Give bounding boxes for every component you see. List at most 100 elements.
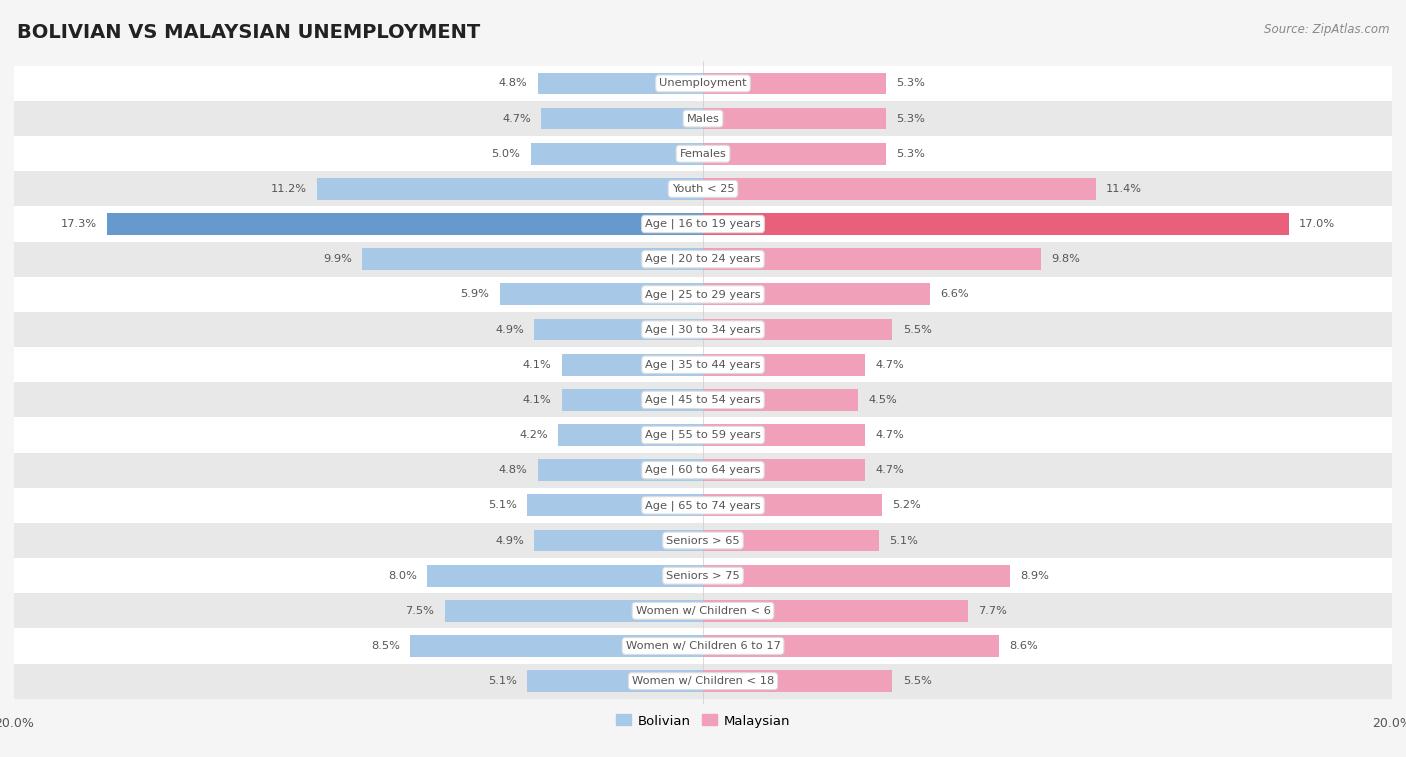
Text: 5.3%: 5.3% bbox=[896, 148, 925, 159]
Text: Youth < 25: Youth < 25 bbox=[672, 184, 734, 194]
Bar bbox=[14, 171, 1392, 207]
Bar bbox=[14, 101, 1392, 136]
Text: Age | 60 to 64 years: Age | 60 to 64 years bbox=[645, 465, 761, 475]
Bar bbox=[14, 453, 1392, 488]
Bar bbox=[703, 73, 886, 95]
Bar bbox=[14, 523, 1392, 558]
Bar bbox=[703, 319, 893, 341]
Text: 11.2%: 11.2% bbox=[271, 184, 307, 194]
Text: 4.2%: 4.2% bbox=[519, 430, 548, 440]
Text: Males: Males bbox=[686, 114, 720, 123]
Bar bbox=[534, 530, 703, 551]
Text: Age | 55 to 59 years: Age | 55 to 59 years bbox=[645, 430, 761, 441]
Text: 4.8%: 4.8% bbox=[499, 79, 527, 89]
Bar bbox=[703, 424, 865, 446]
Bar bbox=[427, 565, 703, 587]
Bar bbox=[14, 66, 1392, 101]
Text: 5.1%: 5.1% bbox=[488, 676, 517, 686]
Text: Women w/ Children < 6: Women w/ Children < 6 bbox=[636, 606, 770, 616]
Bar bbox=[499, 283, 703, 305]
Text: 11.4%: 11.4% bbox=[1107, 184, 1142, 194]
Bar bbox=[537, 73, 703, 95]
Text: Age | 30 to 34 years: Age | 30 to 34 years bbox=[645, 324, 761, 335]
Bar bbox=[703, 107, 886, 129]
Text: 5.3%: 5.3% bbox=[896, 79, 925, 89]
Text: 5.1%: 5.1% bbox=[889, 535, 918, 546]
Legend: Bolivian, Malaysian: Bolivian, Malaysian bbox=[610, 709, 796, 733]
Text: 9.8%: 9.8% bbox=[1050, 254, 1080, 264]
Text: Age | 45 to 54 years: Age | 45 to 54 years bbox=[645, 394, 761, 405]
Text: 5.3%: 5.3% bbox=[896, 114, 925, 123]
Bar bbox=[558, 424, 703, 446]
Text: Age | 25 to 29 years: Age | 25 to 29 years bbox=[645, 289, 761, 300]
Text: 4.1%: 4.1% bbox=[523, 360, 551, 369]
Bar bbox=[14, 312, 1392, 347]
Bar bbox=[527, 494, 703, 516]
Text: Women w/ Children < 18: Women w/ Children < 18 bbox=[631, 676, 775, 686]
Text: BOLIVIAN VS MALAYSIAN UNEMPLOYMENT: BOLIVIAN VS MALAYSIAN UNEMPLOYMENT bbox=[17, 23, 479, 42]
Text: 8.6%: 8.6% bbox=[1010, 641, 1038, 651]
Bar bbox=[14, 558, 1392, 593]
Text: Unemployment: Unemployment bbox=[659, 79, 747, 89]
Text: 5.1%: 5.1% bbox=[488, 500, 517, 510]
Bar bbox=[14, 136, 1392, 171]
Bar bbox=[703, 389, 858, 411]
Bar bbox=[14, 628, 1392, 664]
Text: 9.9%: 9.9% bbox=[323, 254, 352, 264]
Text: 5.5%: 5.5% bbox=[903, 676, 932, 686]
Text: Age | 65 to 74 years: Age | 65 to 74 years bbox=[645, 500, 761, 511]
Bar bbox=[411, 635, 703, 657]
Text: 4.1%: 4.1% bbox=[523, 395, 551, 405]
Bar bbox=[14, 241, 1392, 277]
Bar bbox=[703, 530, 879, 551]
Bar bbox=[562, 389, 703, 411]
Bar bbox=[14, 347, 1392, 382]
Text: Women w/ Children 6 to 17: Women w/ Children 6 to 17 bbox=[626, 641, 780, 651]
Bar bbox=[541, 107, 703, 129]
Text: Age | 35 to 44 years: Age | 35 to 44 years bbox=[645, 360, 761, 370]
Text: 4.9%: 4.9% bbox=[495, 325, 524, 335]
Text: 5.0%: 5.0% bbox=[492, 148, 520, 159]
Text: 17.3%: 17.3% bbox=[60, 219, 97, 229]
Text: Age | 16 to 19 years: Age | 16 to 19 years bbox=[645, 219, 761, 229]
Text: 7.7%: 7.7% bbox=[979, 606, 1008, 616]
Text: 8.9%: 8.9% bbox=[1019, 571, 1049, 581]
Bar bbox=[14, 664, 1392, 699]
Bar bbox=[14, 382, 1392, 417]
Bar bbox=[703, 143, 886, 164]
Text: 17.0%: 17.0% bbox=[1299, 219, 1336, 229]
Bar bbox=[14, 277, 1392, 312]
Text: 4.8%: 4.8% bbox=[499, 466, 527, 475]
Text: Source: ZipAtlas.com: Source: ZipAtlas.com bbox=[1264, 23, 1389, 36]
Bar bbox=[703, 600, 969, 621]
Bar bbox=[527, 670, 703, 692]
Bar bbox=[318, 178, 703, 200]
Bar bbox=[361, 248, 703, 270]
Text: 4.7%: 4.7% bbox=[875, 430, 904, 440]
Text: Females: Females bbox=[679, 148, 727, 159]
Text: 6.6%: 6.6% bbox=[941, 289, 969, 299]
Bar bbox=[531, 143, 703, 164]
Text: Age | 20 to 24 years: Age | 20 to 24 years bbox=[645, 254, 761, 264]
Text: 5.2%: 5.2% bbox=[893, 500, 921, 510]
Text: Seniors > 75: Seniors > 75 bbox=[666, 571, 740, 581]
Text: 5.5%: 5.5% bbox=[903, 325, 932, 335]
Bar bbox=[534, 319, 703, 341]
Bar bbox=[537, 459, 703, 481]
Bar bbox=[107, 213, 703, 235]
Text: 8.5%: 8.5% bbox=[371, 641, 399, 651]
Bar bbox=[703, 354, 865, 375]
Bar bbox=[703, 670, 893, 692]
Bar bbox=[703, 178, 1095, 200]
Bar bbox=[703, 635, 1000, 657]
Text: 5.9%: 5.9% bbox=[461, 289, 489, 299]
Text: 4.7%: 4.7% bbox=[875, 466, 904, 475]
Bar bbox=[703, 494, 882, 516]
Text: 8.0%: 8.0% bbox=[388, 571, 418, 581]
Text: 4.9%: 4.9% bbox=[495, 535, 524, 546]
Bar bbox=[703, 459, 865, 481]
Bar bbox=[562, 354, 703, 375]
Text: 4.7%: 4.7% bbox=[875, 360, 904, 369]
Text: 4.7%: 4.7% bbox=[502, 114, 531, 123]
Bar bbox=[14, 417, 1392, 453]
